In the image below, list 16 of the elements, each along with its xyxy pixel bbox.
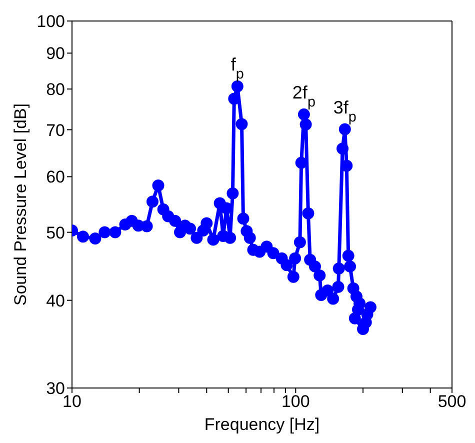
y-tick-label: 90 xyxy=(46,44,65,64)
y-axis-title: Sound Pressure Level [dB] xyxy=(11,103,30,306)
y-tick-label: 60 xyxy=(46,168,65,187)
y-tick-label: 50 xyxy=(46,223,65,242)
annotation: 3f$_{p}$ xyxy=(333,97,356,126)
annotation: f$_{p}$ xyxy=(230,54,244,82)
annotation: 2f$_{p}$ xyxy=(292,82,316,110)
y-tick-label: 70 xyxy=(46,120,65,140)
y-tick-label: 80 xyxy=(46,80,65,100)
x-tick-label: 10 xyxy=(62,392,82,412)
y-tick-label: 100 xyxy=(36,12,65,32)
y-tick-label: 40 xyxy=(46,291,65,310)
x-axis-title: Frequency [Hz] xyxy=(204,415,320,434)
x-tick-label: 100 xyxy=(281,392,310,412)
y-tick-label: 30 xyxy=(46,379,65,398)
x-tick-label: 500 xyxy=(438,392,466,412)
